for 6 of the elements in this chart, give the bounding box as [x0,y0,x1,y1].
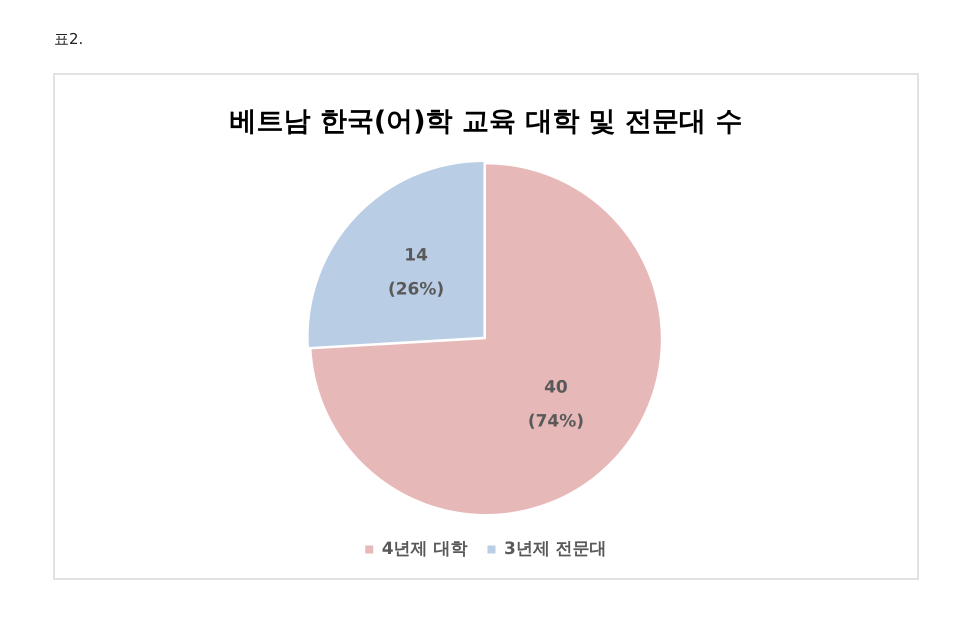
text: 표2. [54,30,84,49]
legend-label: 4년제 대학 [382,538,468,559]
data-label: 14 (26%) [388,246,444,300]
data-label: 40 (74%) [528,378,584,432]
chart-title: 베트남 한국(어)학 교육 대학 및 전문대 수 [229,106,743,138]
legend-label: 3년제 전문대 [504,538,607,559]
